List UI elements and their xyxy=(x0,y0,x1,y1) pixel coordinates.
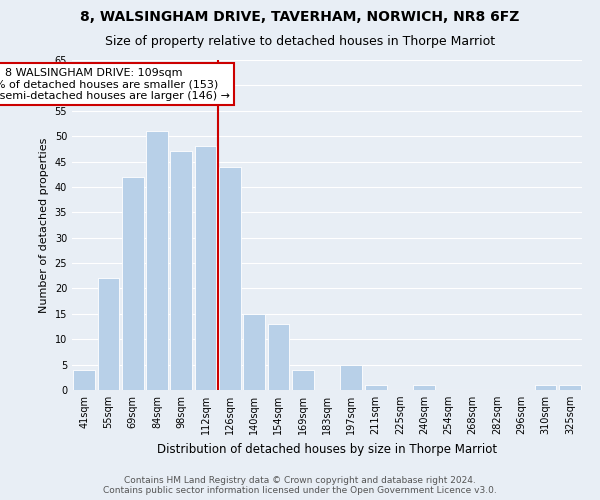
Bar xyxy=(219,166,241,390)
Bar xyxy=(243,314,265,390)
Bar xyxy=(122,177,143,390)
Bar xyxy=(340,364,362,390)
Bar xyxy=(97,278,119,390)
Bar xyxy=(559,385,581,390)
Text: Contains HM Land Registry data © Crown copyright and database right 2024.
Contai: Contains HM Land Registry data © Crown c… xyxy=(103,476,497,495)
Bar xyxy=(413,385,435,390)
Bar xyxy=(146,131,168,390)
Text: 8 WALSINGHAM DRIVE: 109sqm
← 51% of detached houses are smaller (153)
49% of sem: 8 WALSINGHAM DRIVE: 109sqm ← 51% of deta… xyxy=(0,68,230,101)
Bar xyxy=(292,370,314,390)
Bar xyxy=(73,370,95,390)
Bar xyxy=(365,385,386,390)
X-axis label: Distribution of detached houses by size in Thorpe Marriot: Distribution of detached houses by size … xyxy=(157,442,497,456)
Bar xyxy=(535,385,556,390)
Text: 8, WALSINGHAM DRIVE, TAVERHAM, NORWICH, NR8 6FZ: 8, WALSINGHAM DRIVE, TAVERHAM, NORWICH, … xyxy=(80,10,520,24)
Y-axis label: Number of detached properties: Number of detached properties xyxy=(39,138,49,312)
Bar xyxy=(170,152,192,390)
Bar xyxy=(268,324,289,390)
Text: Size of property relative to detached houses in Thorpe Marriot: Size of property relative to detached ho… xyxy=(105,35,495,48)
Bar xyxy=(194,146,217,390)
